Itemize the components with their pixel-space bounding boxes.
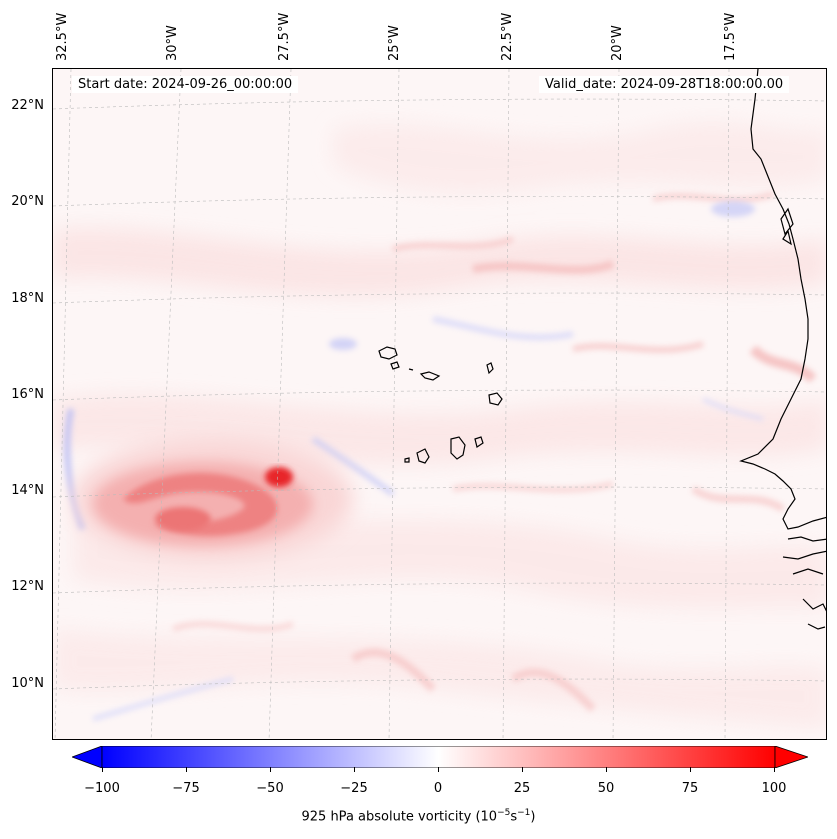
valid-date-label: Valid_date: 2024-09-28T18:00:00.00 — [539, 76, 790, 93]
colorbar-gradient — [101, 746, 776, 768]
colorbar-label-exp2: −1 — [517, 808, 531, 818]
lat-label-20n: 20°N — [11, 194, 44, 209]
vorticity-filaments — [171, 191, 817, 712]
lon-label-17-5w: 17.5°W — [723, 12, 738, 61]
weak-vorticity-bands — [53, 122, 826, 729]
colorbar-label-text: 925 hPa absolute vorticity (10 — [301, 809, 498, 825]
cb-tick-label: 0 — [433, 781, 443, 796]
colorbar-extend-max — [774, 746, 808, 768]
cb-tick-label: −100 — [84, 781, 120, 796]
vorticity-field — [53, 69, 826, 739]
colorbar-label-exp1: −5 — [497, 808, 511, 818]
lon-label-22-5w: 22.5°W — [500, 12, 515, 61]
colorbar-extend-min — [72, 746, 103, 768]
lon-label-30w: 30°W — [165, 25, 180, 61]
colorbar-label-unit: s — [510, 809, 518, 825]
cb-tickmark — [690, 767, 691, 772]
cb-tick-label: −75 — [172, 781, 200, 796]
cape-verde-islands — [378, 346, 503, 464]
lat-label-18n: 18°N — [11, 291, 44, 306]
graticule — [53, 69, 826, 739]
colorbar — [72, 746, 808, 768]
lat-label-14n: 14°N — [11, 483, 44, 498]
map-panel[interactable] — [52, 68, 827, 740]
cb-tick-label: 100 — [761, 781, 787, 796]
lon-label-20w: 20°W — [610, 25, 625, 61]
lon-label-32-5w: 32.5°W — [55, 12, 70, 61]
colorbar-label: 925 hPa absolute vorticity (10−5s−1) — [0, 808, 837, 824]
cb-tickmark — [606, 767, 607, 772]
cb-tickmark — [774, 767, 775, 772]
lat-label-16n: 16°N — [11, 387, 44, 402]
cb-tickmark — [102, 767, 103, 772]
start-date-label: Start date: 2024-09-26_00:00:00 — [72, 76, 299, 93]
lon-label-27-5w: 27.5°W — [277, 12, 292, 61]
lat-label-22n: 22°N — [11, 98, 44, 113]
vortex-region — [73, 439, 353, 559]
lon-label-25w: 25°W — [387, 25, 402, 61]
cb-tickmark — [354, 767, 355, 772]
cb-tickmark — [438, 767, 439, 772]
lat-label-10n: 10°N — [11, 676, 44, 691]
coastline — [739, 69, 826, 630]
cb-tick-label: −50 — [256, 781, 284, 796]
cb-tick-label: 75 — [681, 781, 699, 796]
cb-tick-label: 50 — [597, 781, 615, 796]
cb-tickmark — [270, 767, 271, 772]
cb-tickmark — [522, 767, 523, 772]
negative-vorticity-streaks — [63, 201, 764, 722]
cb-tick-label: 25 — [513, 781, 531, 796]
colorbar-label-end: ) — [530, 809, 536, 825]
lat-label-12n: 12°N — [11, 579, 44, 594]
cb-tickmark — [186, 767, 187, 772]
cb-tick-label: −25 — [340, 781, 368, 796]
